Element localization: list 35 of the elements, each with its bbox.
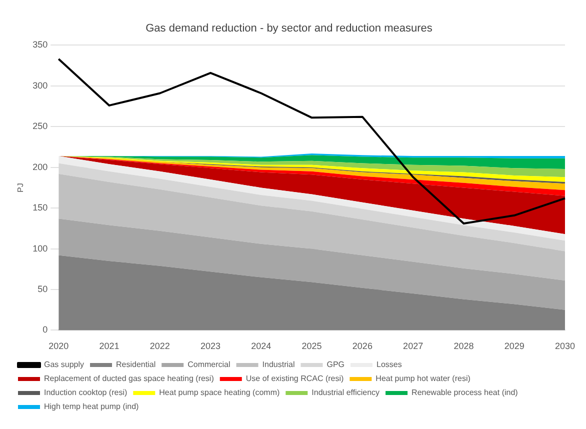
legend-label: Use of existing RCAC (resi) [246, 374, 344, 384]
legend-label: Renewable process heat (ind) [412, 388, 518, 398]
y-tick-label: 150 [32, 202, 48, 213]
legend-label: GPG [326, 360, 345, 370]
y-tick-label: 200 [32, 162, 48, 172]
x-tick-label: 2020 [48, 341, 69, 352]
legend-label: Replacement of ducted gas space heating (resi) [44, 374, 214, 384]
legend-label: Losses [376, 360, 402, 370]
x-tick-label: 2028 [454, 341, 474, 352]
y-tick-label: 100 [32, 243, 48, 254]
y-tick-label: 0 [42, 324, 48, 335]
legend-label: Industrial efficiency [312, 388, 380, 398]
x-tick-label: 2022 [150, 341, 170, 352]
legend-label: Residential [116, 360, 156, 370]
legend-label: Heat pump space heating (comm) [159, 388, 280, 398]
x-tick-label: 2023 [200, 341, 221, 352]
x-tick-label: 2021 [99, 341, 120, 352]
legend-label: High temp heat pump (ind) [44, 402, 140, 412]
legend-label: Induction cooktop (resi) [44, 388, 128, 398]
legend-label: Heat pump hot water (resi) [376, 374, 471, 384]
x-tick-label: 2025 [302, 341, 322, 352]
x-tick-label: 2026 [352, 341, 372, 352]
y-tick-label: 350 [32, 40, 48, 50]
legend-label: Industrial [262, 360, 295, 370]
y-tick-label: 300 [32, 80, 48, 90]
legend-label: Gas supply [44, 360, 84, 370]
y-tick-label: 50 [38, 284, 48, 294]
x-tick-label: 2030 [554, 341, 576, 352]
legend-label: Commercial [188, 360, 230, 370]
x-tick-label: 2029 [504, 341, 524, 352]
x-tick-label: 2024 [251, 341, 272, 352]
x-tick-label: 2027 [403, 341, 424, 352]
y-axis-title: PJ [16, 183, 26, 192]
chart-title: Gas demand reduction - by sector and reduction measures [146, 22, 433, 35]
y-tick-label: 250 [32, 121, 48, 132]
